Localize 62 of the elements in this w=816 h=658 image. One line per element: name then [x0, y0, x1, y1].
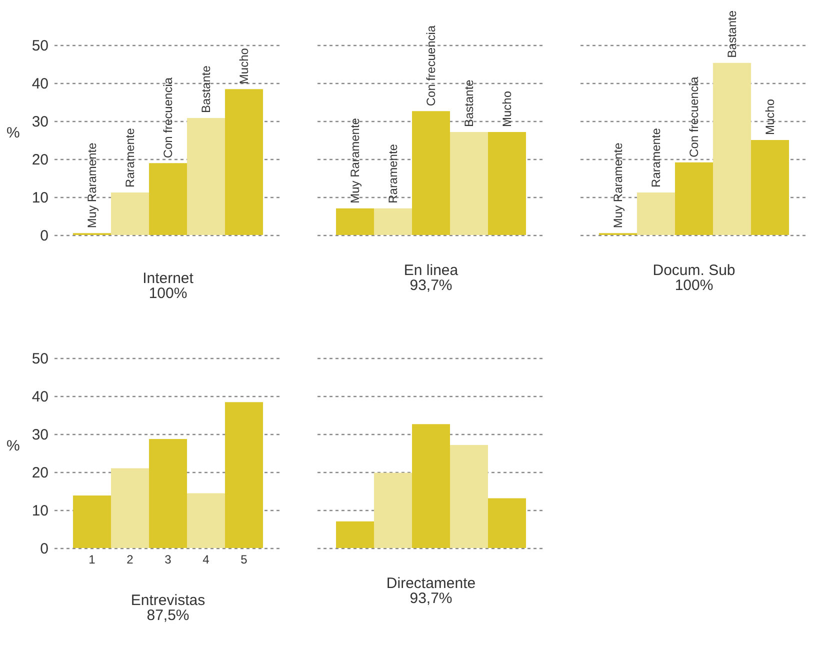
x-tick-label: Con frecuencia	[687, 76, 701, 158]
x-tick-label: Raramente	[123, 128, 137, 188]
x-tick-label: Raramente	[649, 128, 663, 188]
x-tick-label: Mucho	[763, 98, 777, 135]
text: Internet	[142, 270, 194, 287]
y-tick-label: 20	[32, 152, 48, 168]
bar	[751, 140, 789, 235]
x-tick-label: Muy Raramente	[348, 118, 362, 204]
text: En linea	[404, 262, 459, 279]
x-tick-label: Bastante	[462, 79, 476, 128]
x-tick-label: Muy Raramente	[85, 142, 99, 228]
y-tick-label: 0	[40, 228, 48, 244]
bar	[374, 472, 412, 548]
x-tick-label: Con frecuencia	[424, 25, 438, 106]
y-tick-label: 10	[32, 190, 48, 206]
bar	[149, 438, 187, 548]
y-tick-label: 40	[32, 388, 48, 406]
x-tick-label: Mucho	[237, 48, 251, 84]
y-axis-title: %	[6, 438, 20, 454]
bar	[187, 118, 225, 235]
bar	[73, 496, 111, 548]
y-tick-label: 40	[32, 76, 48, 92]
x-tick-label: 1	[88, 552, 96, 566]
text: 93,7%	[410, 277, 452, 294]
x-tick-label: 3	[164, 552, 172, 566]
text: 100%	[148, 285, 188, 302]
bar	[111, 468, 149, 548]
x-tick-label: Con frecuencia	[161, 77, 175, 158]
x-tick-label: 2	[126, 552, 134, 566]
x-tick-label: Raramente	[386, 144, 400, 204]
y-tick-label: 50	[32, 38, 48, 54]
y-tick-label: 30	[32, 426, 48, 444]
bar	[450, 445, 488, 548]
bar	[336, 521, 374, 548]
bar	[412, 424, 450, 548]
bar	[637, 192, 675, 235]
bar	[225, 89, 263, 235]
text: Docum. Sub	[652, 262, 736, 279]
bar	[225, 402, 263, 548]
x-tick-label: 5	[240, 552, 248, 566]
bar	[488, 498, 526, 548]
bar	[713, 62, 751, 235]
y-tick-label: 10	[32, 502, 48, 520]
x-tick-label: Muy Raramente	[611, 142, 625, 228]
bar	[149, 163, 187, 235]
text: 87,5%	[146, 607, 190, 624]
x-tick-label: Bastante	[725, 10, 739, 58]
y-tick-label: 30	[32, 114, 48, 130]
text: Entrevistas	[130, 592, 206, 609]
y-axis-title: %	[6, 124, 20, 142]
y-tick-label: 20	[32, 464, 48, 482]
bar	[111, 192, 149, 235]
y-tick-label: 50	[32, 350, 48, 368]
bar	[187, 493, 225, 548]
x-tick-label: Bastante	[199, 65, 213, 113]
x-tick-label: Mucho	[500, 90, 514, 128]
y-tick-label: 0	[40, 540, 48, 558]
text: Directamente	[386, 575, 476, 592]
bar	[675, 162, 713, 235]
text: 93,7%	[410, 590, 452, 607]
text: 100%	[674, 277, 714, 294]
x-tick-label: 4	[202, 552, 210, 566]
